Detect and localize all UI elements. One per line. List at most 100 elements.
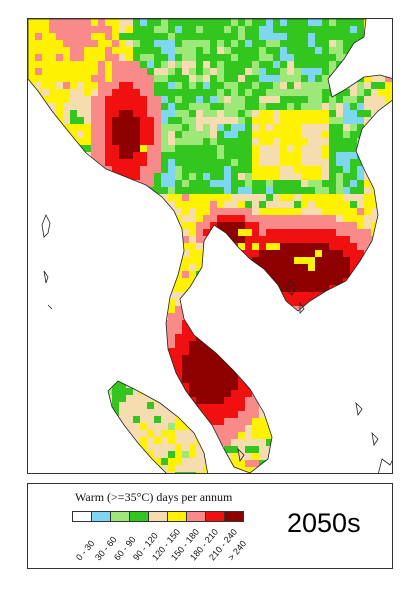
- raster-cell: [294, 138, 301, 145]
- raster-cell: [175, 82, 182, 89]
- raster-cell: [294, 390, 301, 397]
- raster-cell: [294, 19, 301, 26]
- raster-cell: [315, 362, 322, 369]
- raster-cell: [105, 75, 112, 82]
- raster-cell: [140, 409, 147, 416]
- raster-cell: [161, 117, 168, 124]
- raster-cell: [133, 451, 140, 458]
- raster-cell: [217, 418, 224, 425]
- raster-cell: [112, 355, 119, 362]
- raster-cell: [287, 446, 294, 453]
- raster-cell: [182, 54, 189, 61]
- raster-cell: [273, 271, 280, 278]
- raster-cell: [84, 257, 91, 264]
- raster-cell: [182, 166, 189, 173]
- raster-cell: [168, 19, 175, 26]
- raster-cell: [259, 362, 266, 369]
- raster-cell: [266, 271, 273, 278]
- raster-cell: [98, 145, 105, 152]
- raster-cell: [371, 369, 378, 376]
- raster-cell: [238, 222, 245, 229]
- raster-cell: [385, 376, 392, 383]
- raster-cell: [231, 376, 238, 383]
- raster-cell: [322, 117, 329, 124]
- raster-cell: [259, 68, 266, 75]
- raster-cell: [259, 271, 266, 278]
- raster-cell: [126, 348, 133, 355]
- raster-cell: [168, 47, 175, 54]
- raster-cell: [231, 460, 238, 467]
- raster-cell: [126, 201, 133, 208]
- raster-cell: [119, 437, 126, 444]
- raster-cell: [112, 222, 119, 229]
- raster-cell: [308, 236, 315, 243]
- raster-cell: [28, 334, 35, 341]
- raster-cell: [112, 257, 119, 264]
- raster-cell: [224, 222, 231, 229]
- raster-cell: [203, 369, 210, 376]
- raster-cell: [42, 75, 49, 82]
- raster-cell: [70, 376, 77, 383]
- raster-cell: [49, 201, 56, 208]
- raster-cell: [350, 320, 357, 327]
- raster-cell: [259, 54, 266, 61]
- raster-cell: [189, 215, 196, 222]
- raster-cell: [378, 257, 385, 264]
- raster-cell: [77, 110, 84, 117]
- raster-cell: [126, 467, 133, 473]
- raster-cell: [343, 152, 350, 159]
- raster-cell: [161, 348, 168, 355]
- raster-cell: [196, 131, 203, 138]
- raster-cell: [315, 47, 322, 54]
- raster-cell: [91, 229, 98, 236]
- raster-cell: [364, 432, 371, 439]
- raster-cell: [238, 201, 245, 208]
- raster-cell: [147, 299, 154, 306]
- raster-cell: [42, 33, 49, 40]
- raster-cell: [217, 124, 224, 131]
- raster-cell: [140, 465, 147, 472]
- raster-cell: [315, 124, 322, 131]
- raster-cell: [77, 285, 84, 292]
- raster-cell: [294, 96, 301, 103]
- raster-cell: [308, 376, 315, 383]
- raster-cell: [231, 369, 238, 376]
- raster-cell: [42, 82, 49, 89]
- raster-cell: [168, 236, 175, 243]
- raster-cell: [315, 194, 322, 201]
- raster-cell: [371, 257, 378, 264]
- raster-cell: [308, 180, 315, 187]
- raster-cell: [280, 236, 287, 243]
- raster-cell: [385, 390, 392, 397]
- raster-cell: [84, 208, 91, 215]
- legend-swatches: [72, 511, 244, 522]
- raster-cell: [147, 159, 154, 166]
- raster-cell: [392, 103, 393, 110]
- raster-cell: [364, 187, 371, 194]
- raster-cell: [42, 236, 49, 243]
- raster-cell: [196, 61, 203, 68]
- raster-cell: [273, 145, 280, 152]
- raster-cell: [329, 229, 336, 236]
- raster-cell: [378, 26, 385, 33]
- raster-cell: [371, 47, 378, 54]
- raster-cell: [210, 89, 217, 96]
- raster-cell: [336, 271, 343, 278]
- raster-cell: [161, 472, 168, 473]
- raster-cell: [315, 446, 322, 453]
- raster-cell: [294, 54, 301, 61]
- raster-cell: [42, 201, 49, 208]
- raster-cell: [287, 26, 294, 33]
- raster-cell: [35, 320, 42, 327]
- raster-cell: [273, 355, 280, 362]
- raster-cell: [42, 40, 49, 47]
- raster-cell: [49, 159, 56, 166]
- raster-cell: [343, 425, 350, 432]
- raster-cell: [329, 110, 336, 117]
- raster-cell: [161, 381, 168, 388]
- raster-cell: [273, 117, 280, 124]
- raster-cell: [329, 54, 336, 61]
- raster-cell: [301, 180, 308, 187]
- raster-cell: [196, 390, 203, 397]
- raster-cell: [343, 96, 350, 103]
